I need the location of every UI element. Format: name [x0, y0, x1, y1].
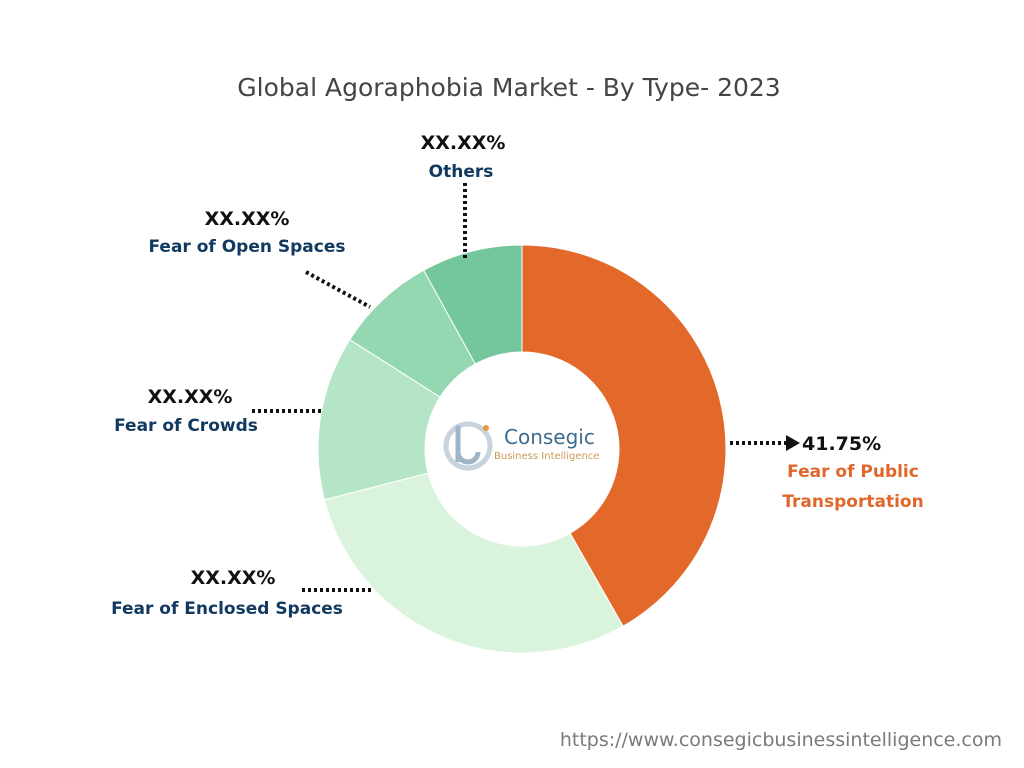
leader-arrowhead	[786, 435, 800, 451]
label-name-enclosed-spaces: Fear of Enclosed Spaces	[111, 599, 343, 619]
label-name-open-spaces: Fear of Open Spaces	[148, 237, 345, 257]
label-value-enclosed-spaces: XX.XX%	[191, 567, 276, 589]
label-value-public-transportation: 41.75%	[802, 433, 881, 455]
label-name-crowds: Fear of Crowds	[114, 416, 258, 436]
logo-mark-dot	[483, 425, 489, 431]
donut-slices	[317, 244, 727, 654]
donut-slice-fear-of-enclosed-spaces	[323, 472, 624, 654]
label-value-crowds: XX.XX%	[148, 386, 233, 408]
logo-tagline: Business Intelligence	[494, 451, 599, 462]
logo-name: Consegic	[504, 425, 595, 449]
label-name-public-transportation-line1: Fear of Public	[787, 462, 919, 482]
label-name-public-transportation-line2: Transportation	[782, 492, 923, 512]
label-name-others: Others	[429, 162, 494, 182]
consegic-logo: Consegic Business Intelligence	[443, 421, 599, 471]
logo-mark-ring	[443, 421, 493, 471]
leader-line-open-spaces	[305, 270, 371, 309]
chart-title: Global Agoraphobia Market - By Type- 202…	[237, 73, 780, 102]
label-value-others: XX.XX%	[421, 132, 506, 154]
logo-mark-b	[455, 426, 481, 465]
label-value-open-spaces: XX.XX%	[205, 208, 290, 230]
donut-slice-others	[423, 244, 523, 365]
donut-slice-fear-of-public-transportation	[521, 244, 727, 627]
footer-url[interactable]: https://www.consegicbusinessintelligence…	[560, 729, 1002, 751]
